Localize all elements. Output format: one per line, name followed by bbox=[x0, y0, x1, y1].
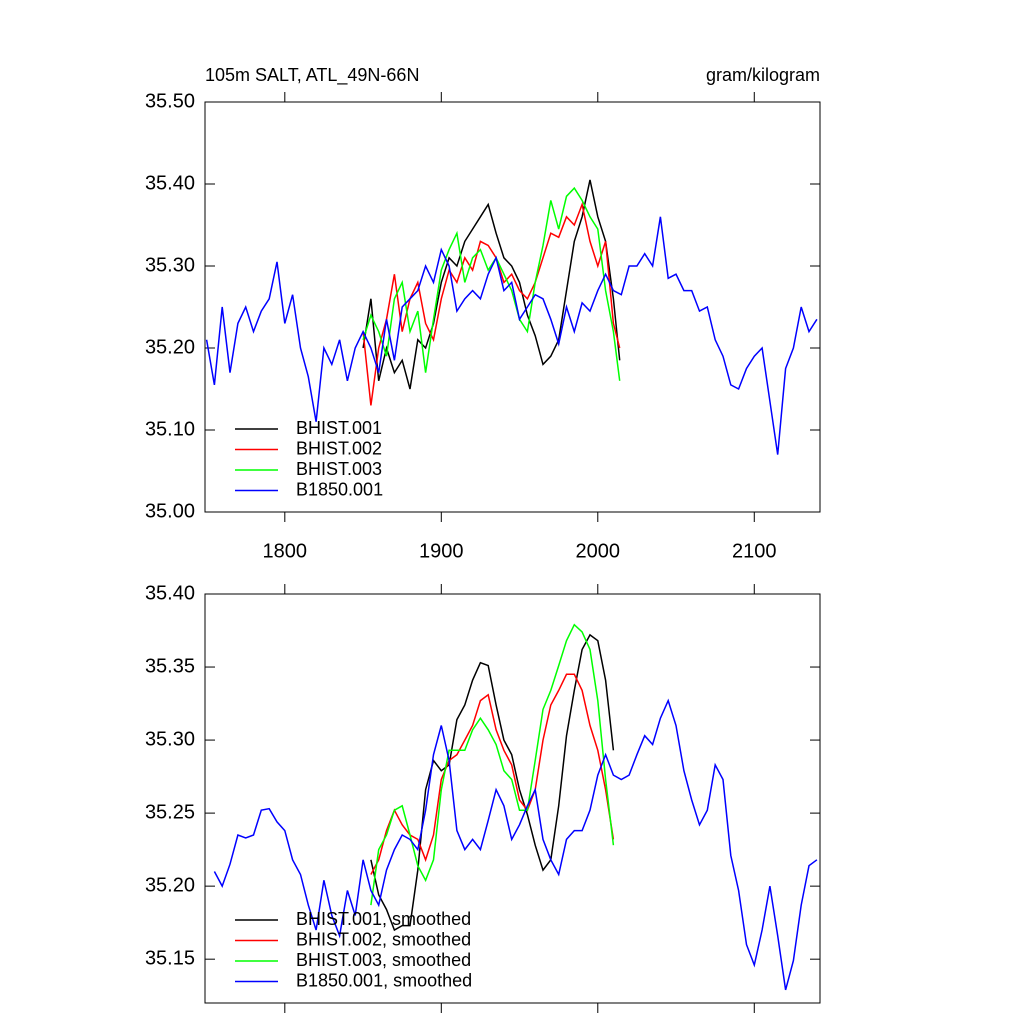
legend-label: BHIST.003, smoothed bbox=[296, 950, 471, 970]
y-tick-label: 35.30 bbox=[145, 728, 195, 750]
x-tick-label: 1900 bbox=[419, 540, 464, 562]
series-line bbox=[370, 623, 615, 906]
legend-label: B1850.001 bbox=[296, 479, 383, 499]
series-line bbox=[362, 201, 621, 406]
plot-frame bbox=[204, 101, 821, 513]
series-line bbox=[370, 633, 615, 932]
units-label: gram/kilogram bbox=[706, 65, 820, 85]
legend-label: BHIST.001 bbox=[296, 418, 382, 438]
y-tick-label: 35.15 bbox=[145, 947, 195, 969]
x-tick-label: 1800 bbox=[263, 540, 308, 562]
y-tick-label: 35.20 bbox=[145, 874, 195, 896]
y-tick-label: 35.35 bbox=[145, 655, 195, 677]
series-line bbox=[370, 673, 615, 875]
y-tick-label: 35.10 bbox=[145, 418, 195, 440]
y-tick-label: 35.40 bbox=[145, 172, 195, 194]
series-line bbox=[205, 216, 818, 455]
legend-label: BHIST.002, smoothed bbox=[296, 929, 471, 949]
legend-label: BHIST.002 bbox=[296, 438, 382, 458]
chart-title: 105m SALT, ATL_49N-66N bbox=[205, 65, 419, 86]
legend-label: BHIST.001, smoothed bbox=[296, 909, 471, 929]
y-tick-label: 35.00 bbox=[145, 500, 195, 522]
x-tick-label: 2000 bbox=[576, 540, 621, 562]
legend-label: B1850.001, smoothed bbox=[296, 970, 472, 990]
series-line bbox=[362, 186, 621, 381]
series-line bbox=[213, 698, 818, 991]
y-tick-label: 35.20 bbox=[145, 336, 195, 358]
y-tick-label: 35.50 bbox=[145, 90, 195, 112]
x-tick-label: 2100 bbox=[732, 540, 777, 562]
plot-frame bbox=[204, 593, 821, 1004]
y-tick-label: 35.25 bbox=[145, 801, 195, 823]
legend-label: BHIST.003 bbox=[296, 459, 382, 479]
y-tick-label: 35.40 bbox=[145, 582, 195, 604]
y-tick-label: 35.30 bbox=[145, 254, 195, 276]
series-line bbox=[362, 179, 621, 390]
